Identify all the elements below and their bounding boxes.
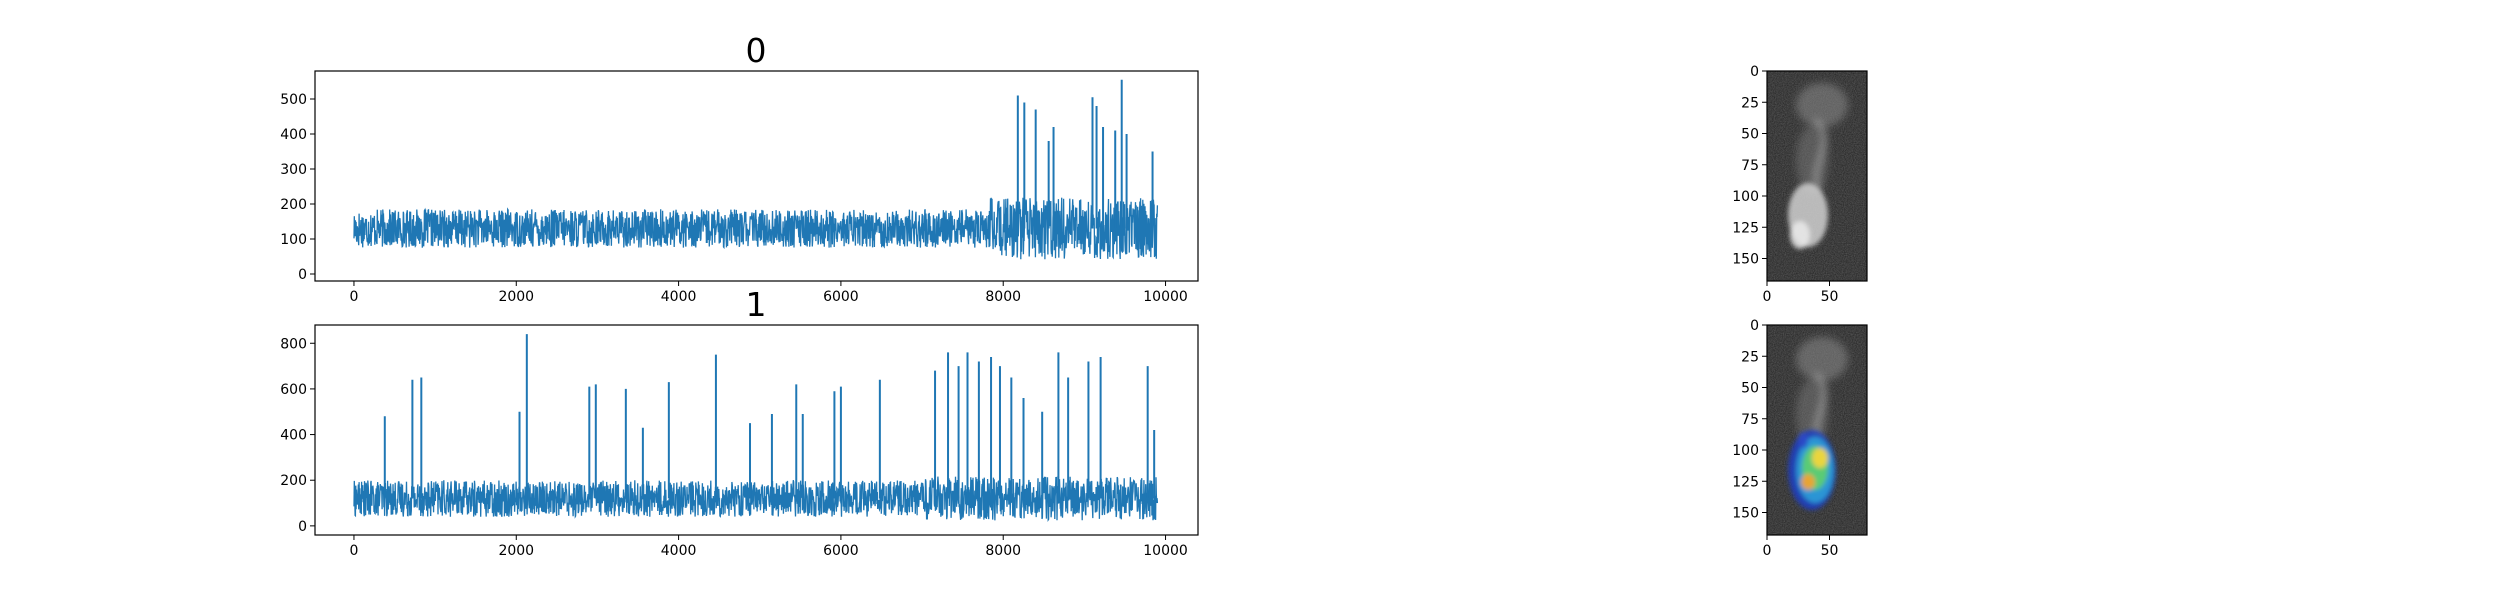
- x-tick-label: 10000: [1143, 543, 1188, 559]
- activity-overlay: [1788, 430, 1836, 510]
- y-tick-label: 25: [1741, 95, 1759, 111]
- x-tick-label: 10000: [1143, 289, 1188, 305]
- x-tick-label: 2000: [498, 543, 534, 559]
- x-tick-label: 50: [1821, 543, 1839, 559]
- series-trace: [353, 476, 1159, 522]
- image-panel-0: 0 50 0 25 50 75 100 125 150: [1732, 64, 1868, 305]
- y-tick-label: 100: [1732, 443, 1759, 459]
- y-tick-label: 50: [1741, 127, 1759, 143]
- axis-ticks-0: 0 2000 4000 6000 8000 10000 0 100 200 300 400 500: [280, 92, 1188, 305]
- y-tick-label: 75: [1741, 412, 1759, 428]
- series-0-line: [353, 79, 1159, 260]
- grayscale-image-0: [1767, 71, 1867, 281]
- image-axes-frame-0: [1766, 70, 1868, 282]
- x-tick-label: 6000: [823, 543, 859, 559]
- y-tick-label: 125: [1732, 220, 1759, 236]
- y-tick-label: 400: [280, 127, 307, 143]
- x-tick-label: 8000: [985, 289, 1021, 305]
- x-tick-label: 4000: [661, 543, 697, 559]
- y-tick-label: 0: [1750, 64, 1759, 80]
- x-tick-label: 8000: [985, 543, 1021, 559]
- y-tick-label: 200: [280, 197, 307, 213]
- y-tick-label: 400: [280, 428, 307, 444]
- y-tick-label: 500: [280, 92, 307, 108]
- y-tick-label: 600: [280, 382, 307, 398]
- x-tick-label: 0: [1763, 543, 1772, 559]
- plot-title-1: 1: [746, 285, 767, 324]
- y-tick-label: 300: [280, 162, 307, 178]
- line-plot-0: 0 0 2000 4000 6000 8000 10000 0 100 200 300 400 500: [280, 31, 1199, 305]
- line-plot-1: 1 0 2000 4000 6000 8000 10000 0 200 400 600 800: [280, 285, 1199, 559]
- x-tick-label: 0: [1763, 289, 1772, 305]
- overlay-image-1: [1767, 325, 1867, 535]
- x-tick-label: 0: [349, 543, 358, 559]
- y-tick-label: 0: [298, 267, 307, 283]
- y-tick-label: 0: [1750, 318, 1759, 334]
- plot-title-0: 0: [746, 31, 767, 70]
- axis-ticks-2: 0 50 0 25 50 75 100 125 150: [1732, 64, 1838, 305]
- axis-ticks-1: 0 2000 4000 6000 8000 10000 0 200 400 600 800: [280, 336, 1188, 559]
- y-tick-label: 50: [1741, 381, 1759, 397]
- y-tick-label: 200: [280, 473, 307, 489]
- axis-ticks-3: 0 50 0 25 50 75 100 125 150: [1732, 318, 1838, 559]
- y-tick-label: 150: [1732, 506, 1759, 522]
- series-1-line: [353, 334, 1159, 522]
- image-panel-1: 0 50 0 25 50 75 100 125 150: [1732, 318, 1868, 559]
- y-tick-label: 150: [1732, 252, 1759, 268]
- series-trace: [353, 197, 1159, 260]
- y-tick-label: 800: [280, 336, 307, 352]
- x-tick-label: 2000: [498, 289, 534, 305]
- y-tick-label: 100: [280, 232, 307, 248]
- x-tick-label: 0: [349, 289, 358, 305]
- y-tick-label: 0: [298, 519, 307, 535]
- image-axes-frame-1: [1766, 324, 1868, 536]
- x-tick-label: 6000: [823, 289, 859, 305]
- y-tick-label: 25: [1741, 349, 1759, 365]
- plot-axes-frame-1: [314, 324, 1199, 536]
- y-tick-label: 100: [1732, 189, 1759, 205]
- y-tick-label: 75: [1741, 158, 1759, 174]
- x-tick-label: 50: [1821, 289, 1839, 305]
- plot-axes-frame-0: [314, 70, 1199, 282]
- y-tick-label: 125: [1732, 474, 1759, 490]
- x-tick-label: 4000: [661, 289, 697, 305]
